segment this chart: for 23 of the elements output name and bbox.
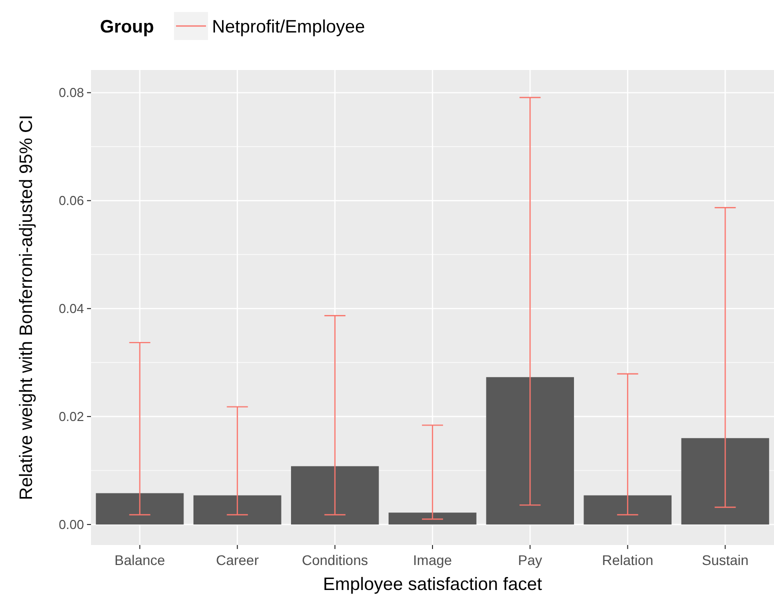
bar bbox=[584, 495, 672, 524]
y-tick-label: 0.02 bbox=[58, 409, 84, 424]
x-tick-label: Image bbox=[413, 552, 452, 568]
x-tick-label: Relation bbox=[602, 552, 654, 568]
bar bbox=[388, 512, 476, 524]
bar bbox=[681, 438, 770, 524]
bar bbox=[193, 495, 282, 524]
bar bbox=[96, 493, 184, 524]
y-tick-label: 0.06 bbox=[58, 193, 84, 208]
bar bbox=[486, 377, 574, 524]
y-tick-label: 0.00 bbox=[58, 517, 84, 532]
x-tick-label: Career bbox=[216, 552, 260, 568]
y-tick-label: 0.08 bbox=[58, 85, 84, 100]
x-tick-label: Sustain bbox=[702, 552, 749, 568]
legend-title: Group bbox=[100, 16, 154, 36]
y-axis-title: Relative weight with Bonferroni-adjusted 95% CI bbox=[16, 114, 36, 500]
x-tick-label: Balance bbox=[114, 552, 166, 568]
x-axis-title: Employee satisfaction facet bbox=[322, 574, 542, 594]
bar bbox=[291, 466, 379, 524]
text: Netprofit/Employee bbox=[212, 16, 366, 36]
x-tick-label: Pay bbox=[518, 552, 542, 568]
x-tick-label: Conditions bbox=[302, 552, 368, 568]
y-tick-label: 0.04 bbox=[58, 301, 84, 316]
